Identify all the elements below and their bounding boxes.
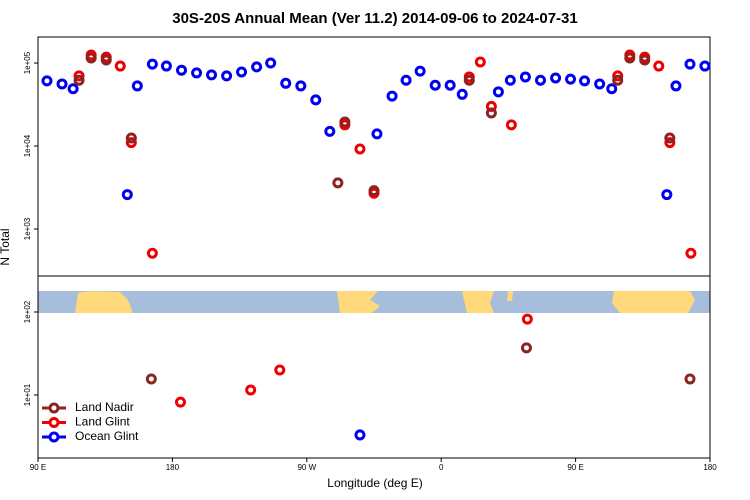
point	[121, 189, 133, 201]
point	[535, 74, 547, 86]
point	[521, 313, 533, 325]
point	[354, 143, 366, 155]
point	[550, 72, 562, 84]
point	[191, 67, 203, 79]
point	[310, 94, 322, 106]
point	[400, 74, 412, 86]
x-tick-label: 90 W	[297, 463, 316, 472]
point	[653, 60, 665, 72]
point	[579, 75, 591, 87]
point	[280, 77, 292, 89]
point	[221, 70, 233, 82]
point	[206, 69, 218, 81]
point	[73, 74, 85, 86]
point	[684, 58, 696, 70]
point	[612, 74, 624, 86]
legend-label: Land Nadir	[75, 400, 134, 414]
x-tick-label: 90 E	[30, 463, 46, 472]
point	[114, 60, 126, 72]
chart-title: 30S-20S Annual Mean (Ver 11.2) 2014-09-0…	[172, 10, 578, 27]
legend-marker	[48, 417, 60, 428]
point	[245, 384, 257, 396]
plot-frame	[37, 36, 711, 459]
point	[125, 137, 137, 149]
point	[160, 60, 172, 72]
point	[565, 73, 577, 85]
land	[612, 291, 695, 313]
point	[371, 128, 383, 140]
point	[41, 75, 53, 87]
point	[174, 396, 186, 408]
point	[100, 54, 112, 66]
land	[75, 291, 133, 313]
point	[368, 185, 380, 197]
point	[664, 132, 676, 144]
point	[332, 177, 344, 189]
map-strip	[38, 291, 710, 313]
x-tick-label: 90 E	[567, 463, 583, 472]
land	[462, 291, 494, 313]
point	[492, 86, 504, 98]
point	[444, 79, 456, 91]
point	[145, 373, 157, 385]
point	[339, 116, 351, 128]
point	[474, 56, 486, 68]
point	[519, 71, 531, 83]
legend-marker	[48, 402, 60, 414]
point	[265, 57, 277, 69]
point	[295, 80, 307, 92]
y-tick-label: 1e+04	[23, 134, 32, 157]
legend-label: Ocean Glint	[75, 429, 139, 443]
point	[504, 74, 516, 86]
point	[236, 66, 248, 78]
y-tick-label: 1e+05	[23, 51, 32, 74]
y-tick-label: 1e+01	[23, 383, 32, 406]
point	[594, 78, 606, 90]
point	[131, 80, 143, 92]
point	[456, 88, 468, 100]
point	[639, 54, 651, 66]
point	[664, 137, 676, 149]
point	[125, 132, 137, 144]
point	[612, 70, 624, 82]
point	[146, 58, 158, 70]
point	[685, 247, 697, 259]
x-tick-label: 180	[703, 463, 717, 472]
y-tick-label: 1e+02	[23, 300, 32, 323]
point	[505, 119, 517, 131]
land	[337, 291, 380, 313]
point	[463, 74, 475, 86]
point	[73, 70, 85, 82]
y-tick-label: 1e+03	[23, 217, 32, 240]
point	[485, 107, 497, 119]
point	[251, 61, 263, 73]
point	[661, 189, 673, 201]
x-tick-label: 180	[166, 463, 180, 472]
point	[67, 83, 79, 95]
point	[684, 373, 696, 385]
point	[624, 52, 636, 64]
x-tick-label: 0	[439, 463, 444, 472]
point	[146, 247, 158, 259]
point	[324, 125, 336, 137]
point	[274, 364, 286, 376]
point	[670, 80, 682, 92]
land	[507, 291, 513, 301]
point	[699, 60, 711, 72]
point	[56, 78, 68, 90]
point	[354, 429, 366, 441]
x-axis-label: Longitude (deg E)	[327, 476, 422, 490]
point	[414, 65, 426, 77]
legend-label: Land Glint	[75, 415, 130, 429]
point	[85, 52, 97, 64]
y-axis-label: N Total	[0, 228, 12, 265]
point	[176, 64, 188, 76]
point	[429, 79, 441, 91]
point	[386, 90, 398, 102]
point	[520, 342, 532, 354]
ocean-band	[38, 291, 710, 313]
point	[606, 83, 618, 95]
legend-marker	[48, 431, 60, 443]
